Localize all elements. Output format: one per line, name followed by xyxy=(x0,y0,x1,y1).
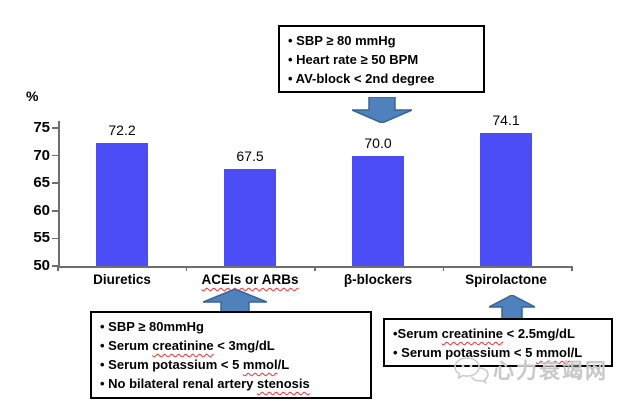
misspelled-word: mmol xyxy=(242,357,278,372)
up-arrow-right-shape xyxy=(489,295,535,320)
bullet-line: • SBP ≥ 80mmHg xyxy=(100,317,362,336)
text-segment: /L xyxy=(570,345,583,360)
y-tick-label: 65 xyxy=(33,174,50,192)
bullet-line: • No bilateral renal artery stenosis xyxy=(100,374,362,393)
bar-value-label: 72.2 xyxy=(108,122,136,139)
bar-Spirolactone xyxy=(480,132,532,266)
text-segment: • SBP ≥ 80mmHg xyxy=(100,319,204,334)
category-label: β-blockers xyxy=(313,272,443,287)
y-tick-mark xyxy=(52,127,58,129)
category-text: β-blockers xyxy=(343,272,413,287)
bar-β-blockers xyxy=(352,155,404,266)
bullet-line: •Serum creatinine < 2.5mg/dL xyxy=(393,324,603,343)
category-text: Spirolactone xyxy=(465,272,547,287)
y-tick-label: 70 xyxy=(33,146,50,164)
misspelled-word: stenosis xyxy=(257,376,310,391)
x-tick-mark xyxy=(442,266,445,271)
y-tick-mark xyxy=(52,182,58,184)
y-tick-mark xyxy=(52,154,58,157)
y-axis-line xyxy=(58,121,60,266)
misspelled-word: creatinine xyxy=(152,338,214,353)
aceis-arbs-criteria-box: • SBP ≥ 80mmHg • Serum creatinine < 3mg/d… xyxy=(90,311,372,399)
category-text: ACEIs or ARBs xyxy=(201,272,299,287)
up-arrow-left-icon xyxy=(203,289,267,313)
down-arrow-shape xyxy=(352,97,412,123)
bullet-line: • Serum creatinine < 3mg/dL xyxy=(100,336,362,355)
y-tick-label: 60 xyxy=(33,201,50,219)
y-tick-label: 50 xyxy=(33,257,50,274)
bullet-line: • Serum potassium < 5 mmol/L xyxy=(100,355,362,374)
y-tick-label: 75 xyxy=(33,119,50,136)
up-arrow-left-shape xyxy=(203,289,267,313)
down-arrow-icon xyxy=(352,97,412,123)
bullet-line: • Serum potassium < 5 mmol/L xyxy=(393,343,603,362)
y-tick-mark xyxy=(52,265,58,267)
bar-value-label: 67.5 xyxy=(236,148,264,165)
text-segment: /L xyxy=(277,357,290,372)
category-label: Spirolactone xyxy=(441,272,571,287)
x-tick-mark xyxy=(57,266,59,271)
bar-Diuretics xyxy=(96,143,148,266)
x-tick-mark xyxy=(314,266,316,271)
bar-ACEIs or ARBs xyxy=(224,169,276,266)
y-tick-label: 55 xyxy=(33,229,50,247)
bar-value-label: 70.0 xyxy=(364,134,392,151)
text-segment: • No bilateral renal artery xyxy=(100,376,258,391)
y-tick-mark xyxy=(52,210,58,212)
up-arrow-right-icon xyxy=(489,295,535,320)
bullet-line: • AV-block < 2nd degree xyxy=(288,69,475,88)
y-axis-unit-label: % xyxy=(26,88,39,104)
bullet-line: • SBP ≥ 80 mmHg xyxy=(288,31,475,50)
y-tick-mark xyxy=(52,237,58,240)
text-segment: •Serum xyxy=(393,326,442,341)
x-tick-mark xyxy=(571,266,573,271)
spirolactone-criteria-box: •Serum creatinine < 2.5mg/dL • Serum pota… xyxy=(383,318,613,367)
text-segment: • AV-block < 2nd degree xyxy=(288,71,435,86)
text-segment: • Serum potassium < 5 xyxy=(393,345,536,360)
text-segment: < 3mg/dL xyxy=(213,338,275,353)
text-segment: < 2.5mg/dL xyxy=(503,326,575,341)
category-label: ACEIs or ARBs xyxy=(185,272,315,287)
misspelled-word: mmol xyxy=(535,345,571,360)
bar-value-label: 74.1 xyxy=(492,111,520,128)
category-text: Diuretics xyxy=(93,272,151,287)
beta-blockers-criteria-box: • SBP ≥ 80 mmHg • Heart rate ≥ 50 BPM • AV… xyxy=(278,25,485,93)
text-segment: • Heart rate ≥ 50 BPM xyxy=(288,52,419,67)
misspelled-word: creatinine xyxy=(441,326,504,341)
text-segment: • Serum potassium < 5 xyxy=(100,357,243,372)
bullet-line: • Heart rate ≥ 50 BPM xyxy=(288,50,475,69)
x-tick-mark xyxy=(185,266,188,271)
category-label: Diuretics xyxy=(57,272,187,287)
text-segment: • Serum xyxy=(100,338,153,353)
text-segment: • SBP ≥ 80 mmHg xyxy=(288,33,396,48)
